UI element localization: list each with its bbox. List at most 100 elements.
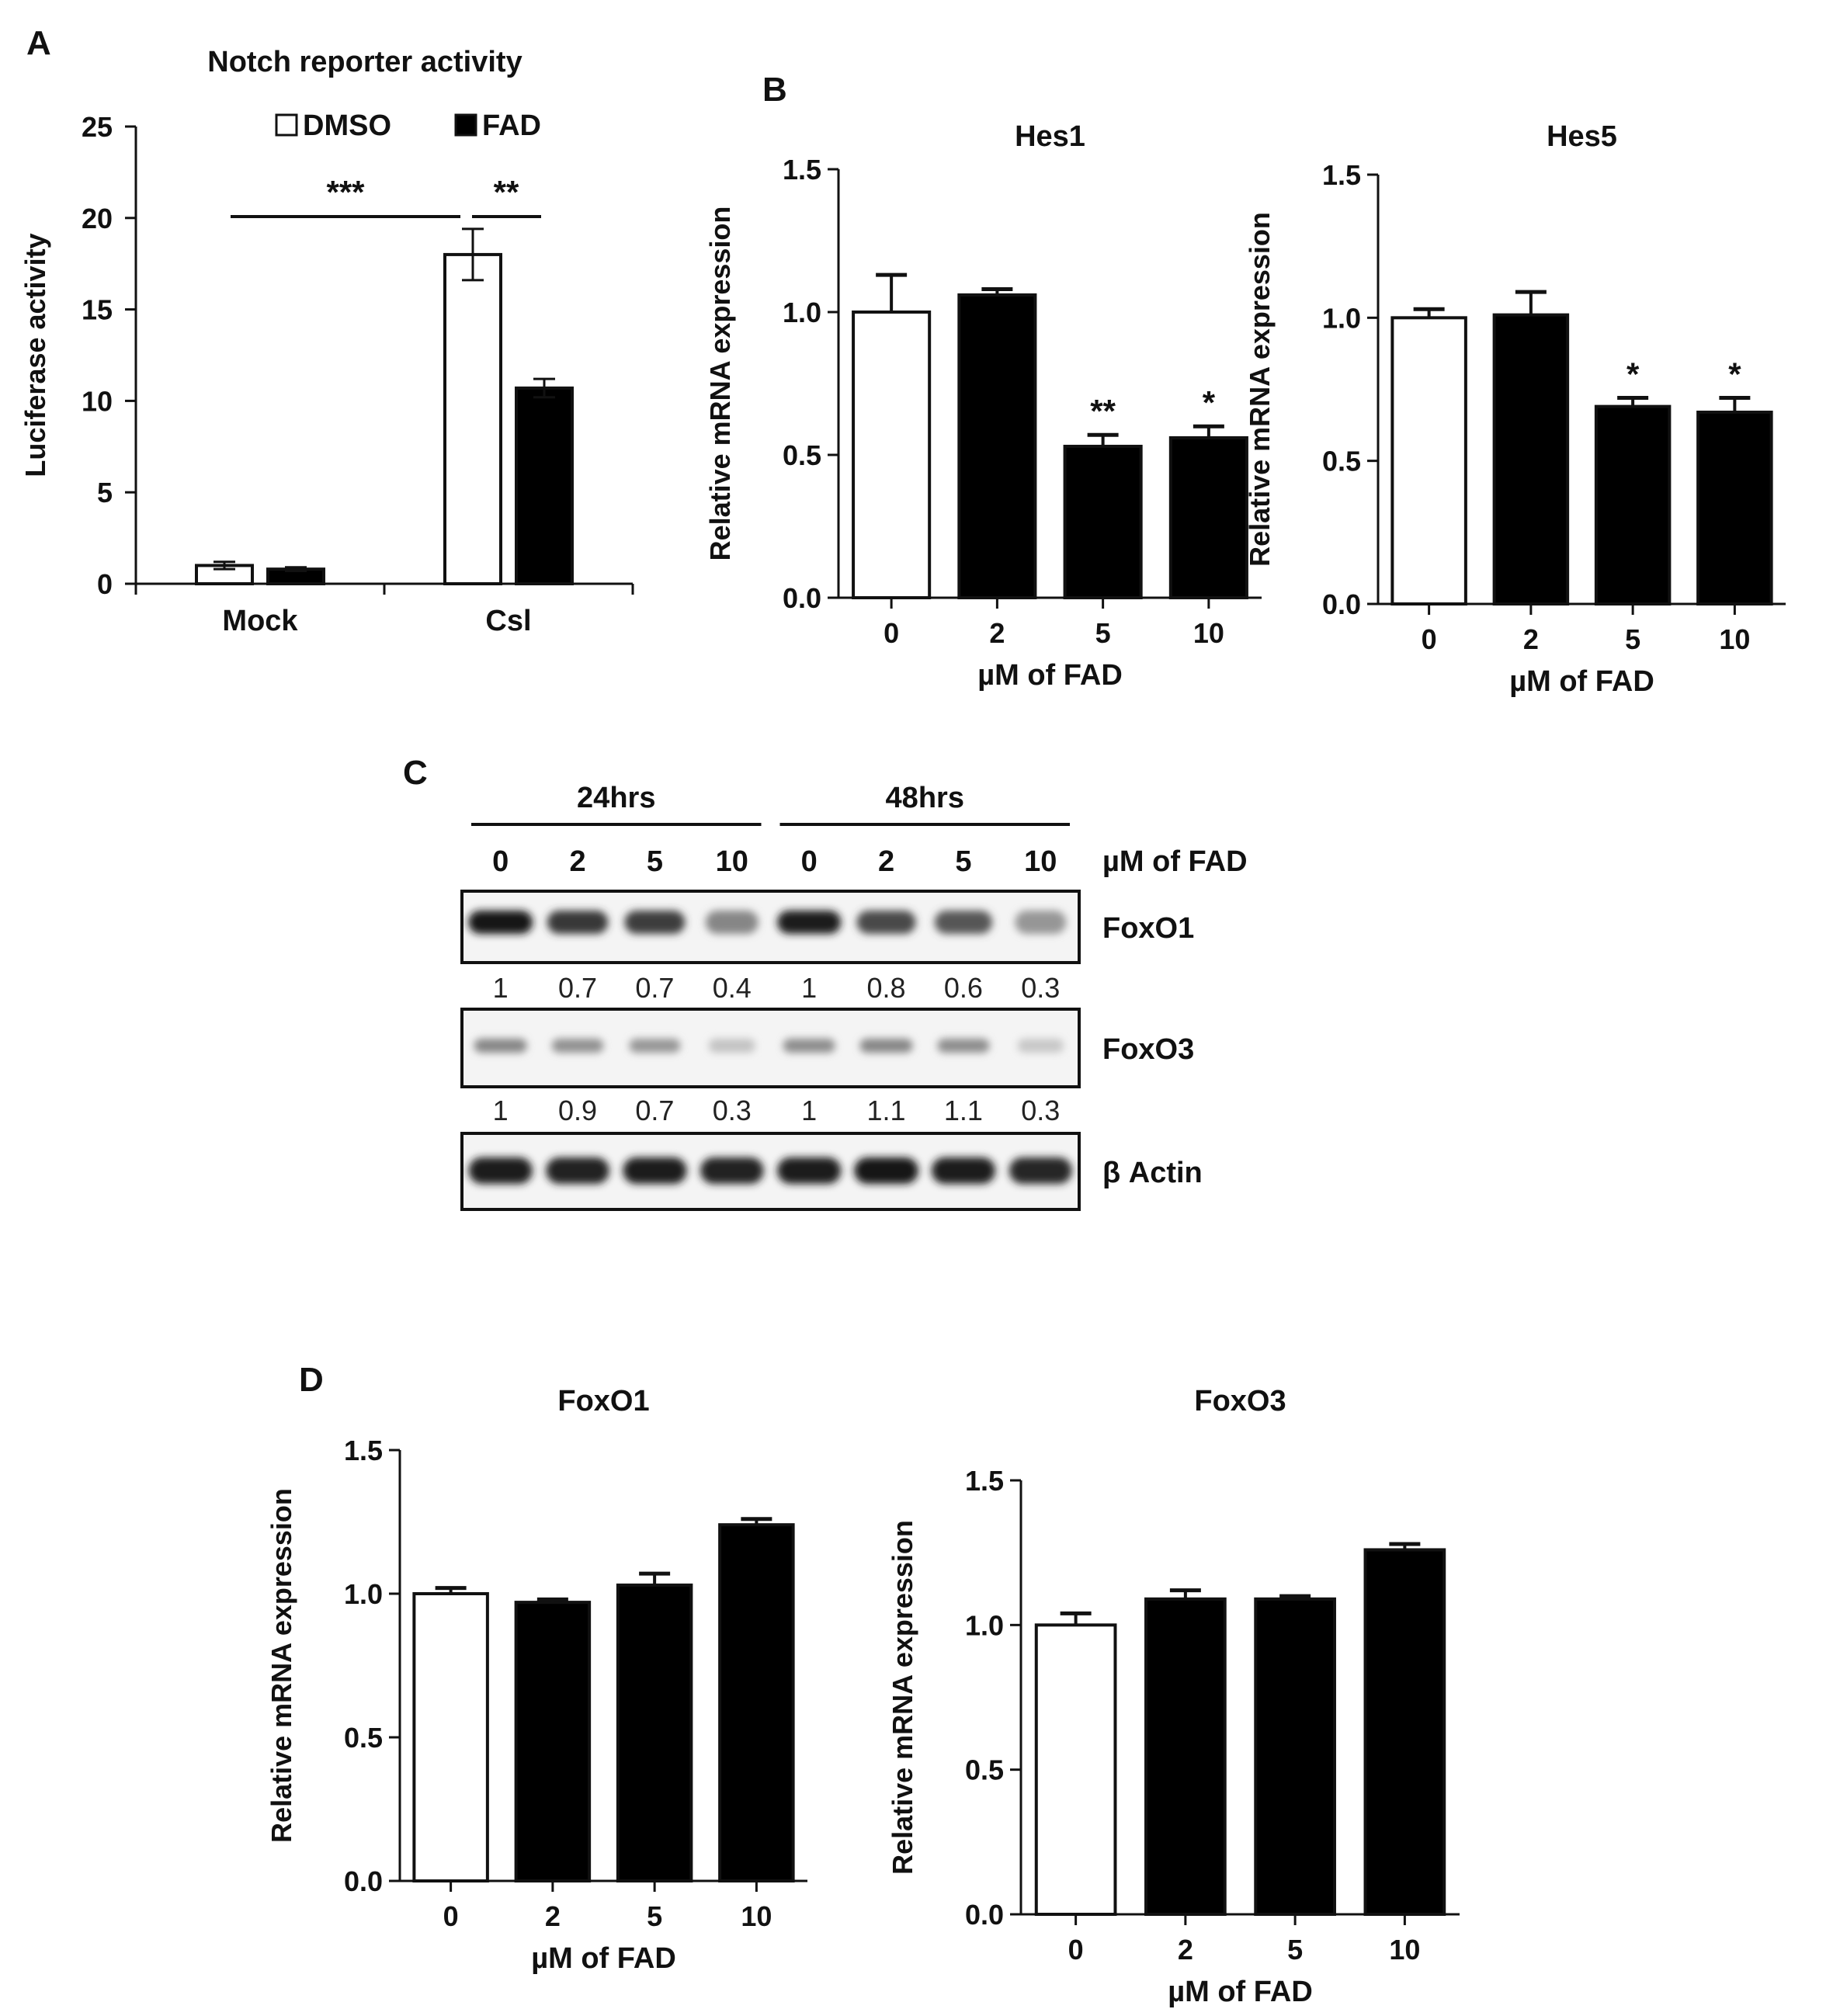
legend-label-dmso: DMSO bbox=[303, 109, 391, 142]
western-blot-panel: 24hrs 48hrs 0 2 5 10 0 2 5 10 µM of FAD FoxO1 FoxO3 β… bbox=[460, 782, 1248, 1211]
time-group-label: 48hrs bbox=[886, 782, 964, 814]
time-group-label: 24hrs bbox=[577, 782, 655, 814]
x-tick-label: 5 bbox=[1095, 617, 1111, 649]
blot-band bbox=[937, 1039, 990, 1053]
bar bbox=[1254, 1597, 1336, 1916]
quantification-value: 1 bbox=[801, 1095, 817, 1126]
x-axis-title: µM of FAD bbox=[1168, 1976, 1313, 2008]
quantification-value: 0.7 bbox=[635, 1095, 674, 1126]
bar bbox=[1390, 316, 1467, 605]
x-tick-label: 2 bbox=[545, 1900, 561, 1932]
lane-label: 5 bbox=[955, 845, 971, 878]
x-tick-label: 5 bbox=[1287, 1934, 1303, 1966]
y-tick-label: 0.5 bbox=[344, 1722, 383, 1754]
significance-marker: *** bbox=[326, 174, 365, 210]
y-tick-label: 1.0 bbox=[1322, 302, 1361, 334]
significance-marker: ** bbox=[494, 174, 519, 210]
blot-band bbox=[854, 1157, 918, 1184]
bar bbox=[515, 386, 574, 585]
x-tick-label: Csl bbox=[485, 605, 531, 637]
quantification-value: 0.3 bbox=[1021, 1095, 1060, 1126]
lane-label: 2 bbox=[878, 845, 894, 878]
quantification-value: 0.6 bbox=[944, 972, 983, 1004]
chart-d-foxo1: FoxO1 0.0 0.5 1.0 1.5 0 2 5 10 µM of FAD Relative … bbox=[266, 1385, 807, 1975]
bar bbox=[1696, 410, 1773, 606]
blot-band bbox=[1015, 911, 1067, 934]
chart-title: Hes1 bbox=[1015, 120, 1085, 153]
blot-band bbox=[708, 1039, 755, 1053]
x-tick-label: 10 bbox=[1719, 623, 1750, 655]
blot-band bbox=[700, 1157, 764, 1184]
x-tick-label: 10 bbox=[1193, 617, 1224, 649]
x-tick-label: 0 bbox=[443, 1900, 459, 1932]
legend-label-fad: FAD bbox=[482, 109, 541, 142]
blot-band bbox=[856, 911, 916, 934]
y-tick-label: 0.0 bbox=[1322, 588, 1361, 620]
chart-title: Notch reporter activity bbox=[207, 46, 522, 78]
x-tick-label: 0 bbox=[1422, 623, 1437, 655]
y-tick-label: 20 bbox=[82, 203, 113, 234]
dose-unit-label: µM of FAD bbox=[1102, 845, 1248, 878]
blot-band bbox=[934, 911, 993, 934]
blot-band bbox=[777, 1157, 842, 1184]
lane-label: 5 bbox=[647, 845, 663, 878]
y-tick-label: 1.5 bbox=[965, 1465, 1004, 1497]
y-tick-label: 25 bbox=[82, 111, 113, 143]
chart-title: FoxO1 bbox=[557, 1385, 649, 1417]
y-axis-title: Relative mRNA expression bbox=[1244, 212, 1276, 567]
chart-title: Hes5 bbox=[1547, 120, 1617, 153]
y-tick-label: 1.0 bbox=[783, 297, 821, 328]
x-tick-label: 2 bbox=[1178, 1934, 1193, 1966]
bar bbox=[514, 1601, 592, 1883]
quantification-value: 1.1 bbox=[867, 1095, 906, 1126]
quantification-value: 0.7 bbox=[558, 972, 597, 1004]
x-tick-label: 0 bbox=[884, 617, 899, 649]
blot-band bbox=[468, 1157, 533, 1184]
y-tick-label: 0.0 bbox=[965, 1899, 1004, 1931]
quantification-value: 0.3 bbox=[713, 1095, 752, 1126]
bar bbox=[1168, 435, 1248, 599]
panel-label-a: A bbox=[26, 24, 51, 62]
blot-protein-label: FoxO3 bbox=[1102, 1033, 1194, 1066]
bar bbox=[443, 252, 502, 585]
bar bbox=[616, 1583, 693, 1883]
blot-band bbox=[705, 911, 759, 934]
y-tick-label: 1.0 bbox=[965, 1609, 1004, 1641]
chart-title: FoxO3 bbox=[1194, 1385, 1286, 1417]
blot-band bbox=[551, 1039, 604, 1053]
x-axis-title: µM of FAD bbox=[977, 659, 1123, 692]
y-axis-title: Relative mRNA expression bbox=[704, 206, 736, 561]
y-tick-label: 15 bbox=[82, 294, 113, 326]
significance-marker: * bbox=[1626, 356, 1640, 393]
quantification-value: 0.7 bbox=[635, 972, 674, 1004]
bar bbox=[1594, 404, 1672, 605]
y-tick-label: 0.5 bbox=[965, 1754, 1004, 1786]
y-axis-title: Relative mRNA expression bbox=[266, 1488, 297, 1843]
quantification-value: 0.3 bbox=[1021, 972, 1060, 1004]
quantification-value: 0.8 bbox=[867, 972, 906, 1004]
blot-band bbox=[777, 911, 842, 934]
x-tick-label: 2 bbox=[989, 617, 1005, 649]
blot-band bbox=[474, 1039, 527, 1053]
bar bbox=[1363, 1548, 1446, 1916]
blot-band bbox=[547, 911, 609, 934]
y-tick-label: 0.5 bbox=[1322, 446, 1361, 477]
significance-marker: ** bbox=[1090, 393, 1116, 429]
quantification-value: 1.1 bbox=[944, 1095, 983, 1126]
significance-marker: * bbox=[1203, 384, 1216, 421]
y-tick-label: 1.5 bbox=[344, 1435, 383, 1466]
blot-protein-label: FoxO1 bbox=[1102, 912, 1194, 945]
quantification-value: 0.9 bbox=[558, 1095, 597, 1126]
y-axis-title: Relative mRNA expression bbox=[887, 1520, 918, 1875]
panel-label-b: B bbox=[762, 71, 787, 109]
bar bbox=[957, 293, 1037, 599]
lane-label: 10 bbox=[1024, 845, 1057, 878]
blot-band bbox=[468, 911, 533, 934]
blot-band bbox=[629, 1039, 681, 1053]
quantification-value: 1 bbox=[493, 972, 509, 1004]
x-tick-label: 0 bbox=[1068, 1934, 1084, 1966]
x-tick-label: 10 bbox=[1389, 1934, 1420, 1966]
panel-label-c: C bbox=[403, 754, 428, 792]
legend-swatch-fad bbox=[454, 113, 477, 137]
